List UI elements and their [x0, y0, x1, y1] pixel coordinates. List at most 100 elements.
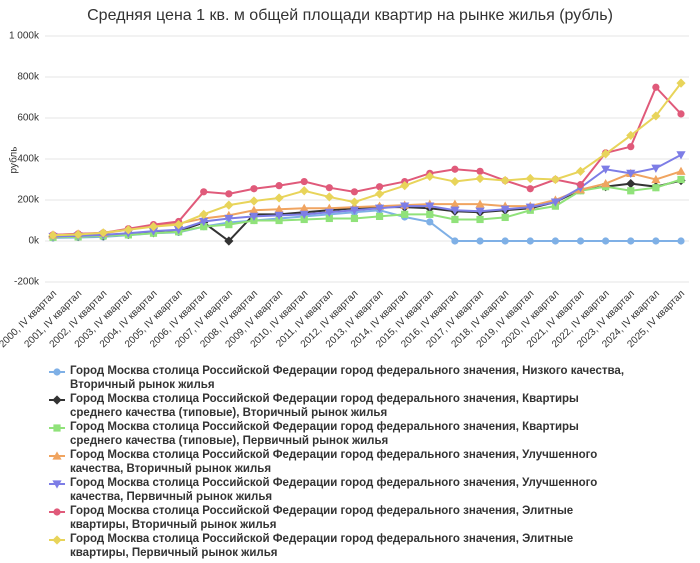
data-point — [274, 211, 284, 220]
data-point — [475, 173, 485, 184]
data-point — [525, 173, 535, 184]
data-point — [375, 183, 384, 191]
legend-symbol — [52, 535, 62, 545]
data-point — [475, 207, 485, 216]
data-point — [676, 151, 686, 160]
legend-label: Город Москва столица Российской Федераци… — [70, 365, 625, 391]
data-point — [550, 174, 560, 185]
y-tick-label: -200k — [14, 277, 40, 288]
data-point — [400, 202, 410, 211]
series-line — [52, 85, 682, 236]
data-point — [677, 175, 685, 184]
data-point — [374, 204, 385, 213]
data-point — [550, 198, 560, 207]
data-point — [426, 210, 434, 218]
legend-item[interactable]: Город Москва столица Российской Федераци… — [48, 449, 648, 476]
data-point — [224, 200, 234, 210]
data-point — [476, 215, 484, 224]
data-point — [275, 182, 283, 190]
data-point — [98, 228, 108, 238]
data-point — [148, 227, 159, 236]
data-point — [275, 216, 283, 225]
data-point — [525, 203, 535, 212]
data-point — [500, 175, 510, 186]
legend-item[interactable]: Город Москва столица Российской Федераци… — [48, 505, 648, 532]
data-point — [627, 143, 635, 151]
legend-item[interactable]: Город Москва столица Российской Федераци… — [48, 365, 648, 392]
y-tick-label: 600k — [17, 113, 40, 124]
data-point — [575, 166, 586, 176]
data-point — [475, 199, 485, 208]
legend-symbol — [53, 508, 61, 516]
data-point — [401, 210, 409, 218]
data-point — [324, 192, 334, 202]
legend-symbol — [52, 480, 62, 489]
data-point — [626, 169, 636, 178]
legend-symbol — [53, 424, 61, 432]
data-point — [651, 164, 661, 173]
data-point — [626, 179, 636, 189]
data-point — [501, 213, 509, 222]
data-point — [325, 184, 333, 192]
data-point — [601, 179, 611, 188]
data-point — [652, 184, 660, 192]
data-point — [199, 209, 209, 219]
series-line — [52, 154, 682, 238]
data-point — [73, 229, 83, 240]
legend-marker — [49, 508, 65, 516]
data-point — [526, 237, 534, 245]
legend-marker — [49, 424, 65, 432]
data-point — [349, 197, 360, 207]
legend-item[interactable]: Город Москва столица Российской Федераци… — [48, 421, 648, 448]
chart: Средняя цена 1 кв. м общей площади кварт… — [0, 7, 689, 350]
data-point — [651, 111, 661, 121]
data-point — [225, 190, 233, 198]
data-point — [450, 199, 460, 208]
data-point — [374, 189, 385, 199]
legend-marker — [49, 368, 65, 376]
data-point — [677, 237, 685, 245]
data-point — [450, 176, 460, 187]
legend-label: Город Москва столица Российской Федераци… — [70, 505, 574, 531]
data-point — [551, 237, 560, 245]
data-point — [249, 212, 259, 221]
y-tick-label: 800k — [17, 72, 40, 83]
data-point — [501, 237, 509, 245]
data-point — [451, 237, 459, 245]
data-point — [123, 225, 133, 235]
data-point — [200, 223, 208, 231]
legend-item[interactable]: Город Москва столица Российской Федераци… — [48, 477, 648, 504]
data-point — [299, 186, 309, 196]
data-point — [425, 171, 435, 182]
data-point — [299, 203, 309, 212]
legend: Город Москва столица Российской Федераци… — [48, 365, 648, 561]
data-point — [677, 110, 685, 118]
legend-symbol — [52, 451, 62, 460]
data-point — [652, 237, 660, 245]
data-point — [500, 205, 510, 214]
legend-label: Город Москва столица Российской Федераци… — [70, 449, 598, 475]
data-point — [375, 212, 384, 220]
data-point — [526, 185, 534, 193]
data-point — [300, 177, 308, 186]
data-point — [349, 206, 360, 215]
data-point — [676, 166, 686, 175]
legend-symbol — [53, 368, 61, 376]
data-point — [400, 181, 410, 191]
data-point — [476, 237, 484, 245]
data-point — [652, 83, 660, 91]
legend-item[interactable]: Город Москва столица Российской Федераци… — [48, 393, 648, 420]
legend-label: Город Москва столица Российской Федераци… — [70, 533, 574, 559]
data-point — [325, 214, 333, 223]
legend-item[interactable]: Город Москва столица Российской Федераци… — [48, 533, 648, 560]
data-point — [224, 214, 234, 224]
data-point — [174, 220, 184, 230]
data-point — [676, 78, 686, 88]
legend-marker — [49, 480, 65, 489]
data-point — [576, 181, 585, 189]
data-point — [627, 237, 635, 245]
data-point — [148, 222, 159, 232]
data-point — [249, 196, 259, 206]
y-axis-label: рубль — [8, 147, 20, 174]
data-point — [425, 202, 435, 211]
